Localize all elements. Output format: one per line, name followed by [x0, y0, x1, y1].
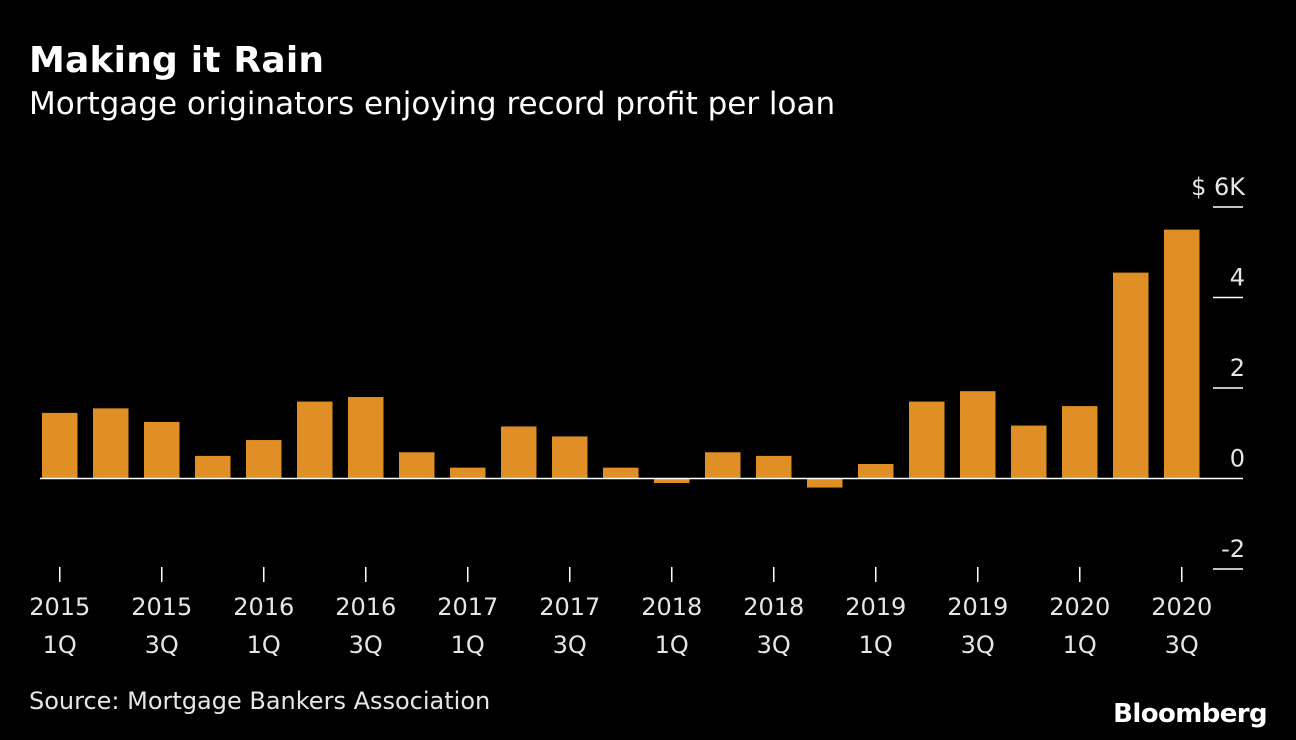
y-tick-label: $ 6K — [1191, 173, 1246, 201]
chart-title: Making it Rain — [29, 40, 325, 81]
bloomberg-logo: Bloomberg — [1113, 699, 1267, 729]
x-tick-label-quarter: 1Q — [43, 631, 77, 659]
x-tick-label-year: 2016 — [335, 593, 396, 621]
bar-2015-4Q — [195, 455, 231, 479]
bar-2020-2Q — [1113, 272, 1149, 479]
bar-2018-2Q — [705, 452, 741, 479]
x-tick-label-quarter: 1Q — [451, 631, 485, 659]
bar-2020-3Q — [1164, 229, 1200, 479]
bar-2020-1Q — [1062, 406, 1098, 479]
x-tick-label-year: 2018 — [743, 593, 804, 621]
x-tick-label-quarter: 3Q — [961, 631, 995, 659]
bar-2019-4Q — [1011, 425, 1047, 479]
x-tick-label-year: 2019 — [947, 593, 1008, 621]
x-tick-label-quarter: 3Q — [553, 631, 587, 659]
x-tick-label-year: 2015 — [131, 593, 192, 621]
x-tick-label-year: 2017 — [437, 593, 498, 621]
x-tick-label-year: 2019 — [845, 593, 906, 621]
x-tick-label-year: 2018 — [641, 593, 702, 621]
y-tick-label: -2 — [1221, 535, 1245, 563]
x-tick-label-quarter: 1Q — [1063, 631, 1097, 659]
x-tick-label-year: 2020 — [1151, 593, 1212, 621]
bar-2017-2Q — [501, 426, 537, 479]
bar-2018-3Q — [756, 455, 792, 479]
chart-subtitle: Mortgage originators enjoying record pro… — [29, 86, 836, 122]
x-tick-label-quarter: 3Q — [757, 631, 791, 659]
bar-2017-1Q — [450, 467, 486, 479]
x-tick-label-quarter: 3Q — [349, 631, 383, 659]
bar-2019-3Q — [960, 391, 996, 479]
x-tick-label-year: 2020 — [1049, 593, 1110, 621]
x-tick-label-quarter: 3Q — [145, 631, 179, 659]
bar-2016-2Q — [297, 401, 333, 479]
y-tick-label: 2 — [1230, 354, 1245, 382]
bar-2016-3Q — [348, 397, 384, 479]
x-tick-label-year: 2016 — [233, 593, 294, 621]
bar-2016-4Q — [399, 452, 435, 479]
bar-2019-2Q — [909, 401, 945, 479]
bar-2015-2Q — [93, 408, 129, 479]
bar-2019-1Q — [858, 464, 894, 479]
x-tick-label-quarter: 1Q — [247, 631, 281, 659]
y-tick-label: 4 — [1230, 264, 1245, 292]
source-note: Source: Mortgage Bankers Association — [29, 687, 491, 715]
x-tick-label-year: 2015 — [29, 593, 90, 621]
bar-2018-4Q — [807, 478, 843, 488]
bar-2016-1Q — [246, 440, 282, 479]
bar-2015-3Q — [144, 421, 180, 479]
bar-2018-1Q — [654, 478, 690, 484]
x-tick-label-year: 2017 — [539, 593, 600, 621]
x-tick-label-quarter: 1Q — [859, 631, 893, 659]
bar-2017-4Q — [603, 467, 639, 479]
bar-2015-1Q — [42, 412, 78, 479]
x-tick-label-quarter: 3Q — [1165, 631, 1199, 659]
bar-2017-3Q — [552, 436, 588, 479]
y-tick-label: 0 — [1230, 445, 1245, 473]
x-tick-label-quarter: 1Q — [655, 631, 689, 659]
